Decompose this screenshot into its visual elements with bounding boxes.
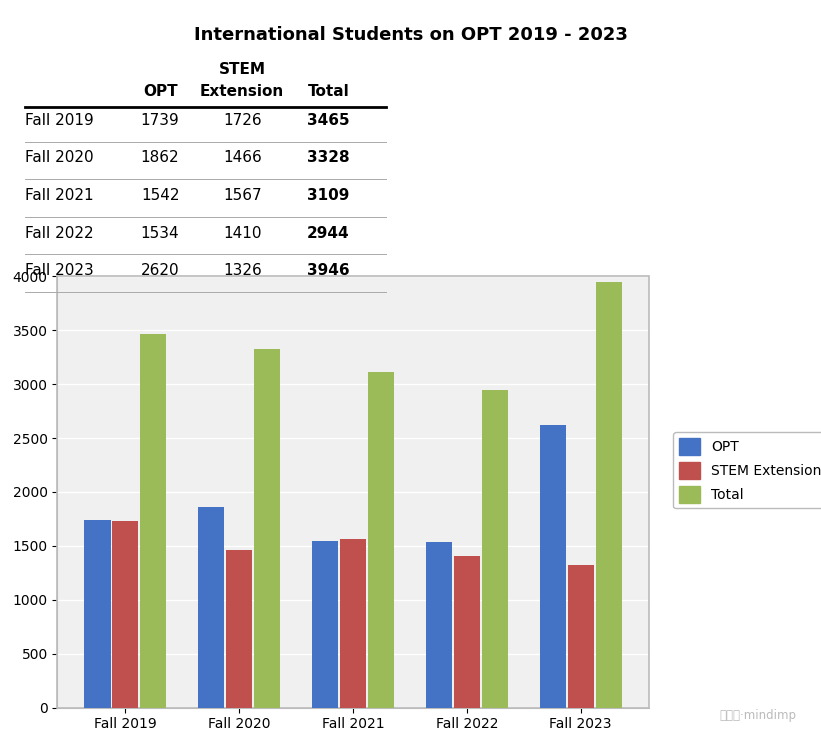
- Bar: [368, 372, 394, 708]
- Text: Extension: Extension: [200, 85, 284, 99]
- Bar: [112, 522, 139, 708]
- Text: 1410: 1410: [223, 226, 261, 240]
- Text: Fall 2023: Fall 2023: [25, 263, 94, 278]
- Bar: [254, 349, 280, 708]
- Text: 1567: 1567: [222, 188, 262, 203]
- Bar: [85, 520, 111, 708]
- Bar: [426, 542, 452, 708]
- Text: 3465: 3465: [307, 113, 350, 128]
- Text: Total: Total: [308, 85, 349, 99]
- Text: 1542: 1542: [141, 188, 179, 203]
- Text: 1726: 1726: [222, 113, 262, 128]
- Bar: [567, 565, 594, 708]
- Text: International Students on OPT 2019 - 2023: International Students on OPT 2019 - 202…: [194, 26, 627, 43]
- Text: 2944: 2944: [307, 226, 350, 240]
- Text: Fall 2021: Fall 2021: [25, 188, 94, 203]
- Text: 1534: 1534: [140, 226, 180, 240]
- Text: Fall 2020: Fall 2020: [25, 150, 94, 165]
- Bar: [312, 541, 338, 708]
- Text: 2620: 2620: [140, 263, 180, 278]
- Bar: [57, 276, 649, 708]
- Text: 1862: 1862: [140, 150, 180, 165]
- Text: Fall 2022: Fall 2022: [25, 226, 94, 240]
- Bar: [482, 390, 508, 708]
- Bar: [595, 282, 621, 708]
- Text: 1326: 1326: [222, 263, 262, 278]
- Text: 1466: 1466: [222, 150, 262, 165]
- Text: OPT: OPT: [143, 85, 177, 99]
- Bar: [340, 539, 366, 708]
- Text: 公众号·mindimp: 公众号·mindimp: [719, 709, 796, 722]
- Legend: OPT, STEM Extension, Total: OPT, STEM Extension, Total: [673, 433, 821, 509]
- Text: 3109: 3109: [307, 188, 350, 203]
- Bar: [198, 507, 224, 708]
- Bar: [226, 550, 252, 708]
- Bar: [454, 556, 480, 708]
- Text: STEM: STEM: [218, 63, 266, 77]
- Text: 3328: 3328: [307, 150, 350, 165]
- Text: 1739: 1739: [140, 113, 180, 128]
- Bar: [539, 425, 566, 708]
- Text: Fall 2019: Fall 2019: [25, 113, 94, 128]
- Text: 3946: 3946: [307, 263, 350, 278]
- Bar: [140, 334, 167, 708]
